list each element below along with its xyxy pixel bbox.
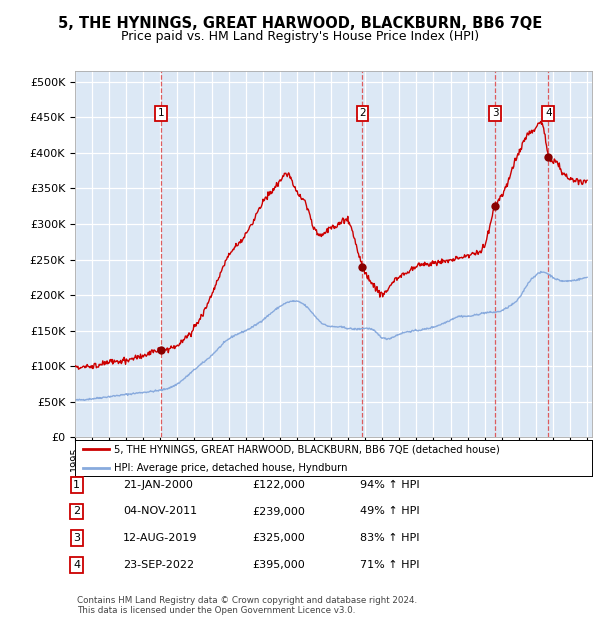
Text: 5, THE HYNINGS, GREAT HARWOOD, BLACKBURN, BB6 7QE: 5, THE HYNINGS, GREAT HARWOOD, BLACKBURN… (58, 16, 542, 30)
Text: 5, THE HYNINGS, GREAT HARWOOD, BLACKBURN, BB6 7QE (detached house): 5, THE HYNINGS, GREAT HARWOOD, BLACKBURN… (114, 444, 500, 454)
Text: £395,000: £395,000 (252, 560, 305, 570)
Text: 3: 3 (73, 533, 80, 543)
Text: £122,000: £122,000 (252, 480, 305, 490)
Text: 4: 4 (545, 108, 551, 118)
Text: 49% ↑ HPI: 49% ↑ HPI (360, 507, 419, 516)
Text: HPI: Average price, detached house, Hyndburn: HPI: Average price, detached house, Hynd… (114, 463, 347, 473)
Text: 1: 1 (158, 108, 164, 118)
Text: £325,000: £325,000 (252, 533, 305, 543)
Text: 23-SEP-2022: 23-SEP-2022 (123, 560, 194, 570)
Text: 2: 2 (359, 108, 366, 118)
Text: Contains HM Land Registry data © Crown copyright and database right 2024.
This d: Contains HM Land Registry data © Crown c… (77, 596, 417, 615)
Text: 2: 2 (73, 507, 80, 516)
Text: 94% ↑ HPI: 94% ↑ HPI (360, 480, 419, 490)
Text: 3: 3 (492, 108, 499, 118)
Text: 12-AUG-2019: 12-AUG-2019 (123, 533, 197, 543)
Text: 4: 4 (73, 560, 80, 570)
Text: 1: 1 (73, 480, 80, 490)
Text: 21-JAN-2000: 21-JAN-2000 (123, 480, 193, 490)
Text: 04-NOV-2011: 04-NOV-2011 (123, 507, 197, 516)
Text: Price paid vs. HM Land Registry's House Price Index (HPI): Price paid vs. HM Land Registry's House … (121, 30, 479, 43)
Text: 83% ↑ HPI: 83% ↑ HPI (360, 533, 419, 543)
Text: 71% ↑ HPI: 71% ↑ HPI (360, 560, 419, 570)
Text: £239,000: £239,000 (252, 507, 305, 516)
